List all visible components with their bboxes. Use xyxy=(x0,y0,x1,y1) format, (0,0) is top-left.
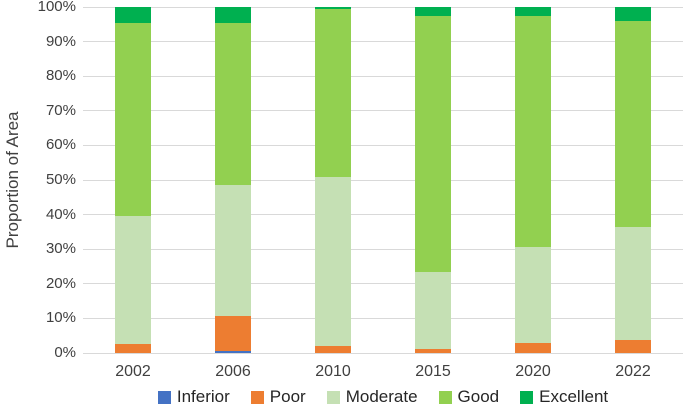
y-tick-label-20: 20% xyxy=(45,274,76,292)
bar-2002 xyxy=(115,7,151,353)
y-tick-label-50: 50% xyxy=(45,171,76,188)
legend-swatch-good xyxy=(438,390,452,404)
y-tick-label-10: 10% xyxy=(45,309,76,327)
legend-item-good: Good xyxy=(438,387,500,407)
gridline-100 xyxy=(83,6,683,8)
legend-label-poor: Poor xyxy=(269,387,306,406)
legend-swatch-inferior xyxy=(157,390,171,404)
segment-moderate-2006 xyxy=(215,184,251,316)
y-tick-label-80: 80% xyxy=(45,67,76,85)
segment-poor-2020 xyxy=(515,342,551,353)
legend-item-excellent: Excellent xyxy=(520,387,608,407)
legend-item-moderate: Moderate xyxy=(326,387,418,407)
legend-label-good: Good xyxy=(457,387,500,406)
legend-label-inferior: Inferior xyxy=(176,387,230,406)
gridline-50 xyxy=(83,179,683,181)
y-tick-label-60: 60% xyxy=(45,136,76,154)
segment-poor-2015 xyxy=(415,349,451,353)
legend-item-poor: Poor xyxy=(250,387,306,407)
bar-2010 xyxy=(315,7,351,353)
x-tick-label-2022: 2022 xyxy=(615,363,651,380)
x-tick-label-2010: 2010 xyxy=(315,363,351,380)
gridline-40 xyxy=(83,214,683,216)
gridline-0 xyxy=(83,352,683,354)
segment-poor-2010 xyxy=(315,345,351,353)
plot-area xyxy=(83,6,683,354)
segment-excellent-2006 xyxy=(215,7,251,24)
x-tick-label-2015: 2015 xyxy=(415,363,451,380)
y-tick-label-100: 100% xyxy=(37,0,76,15)
legend-swatch-moderate xyxy=(326,390,340,404)
segment-good-2006 xyxy=(215,23,251,185)
gridline-10 xyxy=(83,317,683,319)
segment-poor-2002 xyxy=(115,343,151,353)
y-tick-label-40: 40% xyxy=(45,205,76,223)
legend-item-inferior: Inferior xyxy=(157,387,230,407)
segment-good-2020 xyxy=(515,15,551,248)
legend-label-excellent: Excellent xyxy=(539,387,609,406)
y-tick-label-0: 0% xyxy=(54,344,76,361)
legend-swatch-excellent xyxy=(520,390,534,404)
bar-2006 xyxy=(215,7,251,353)
segment-good-2002 xyxy=(115,23,151,217)
segment-moderate-2015 xyxy=(415,271,451,350)
segment-inferior-2006 xyxy=(215,350,251,353)
x-tick-label-2002: 2002 xyxy=(115,363,151,380)
segment-good-2015 xyxy=(415,16,451,272)
segment-excellent-2002 xyxy=(115,7,151,24)
segment-excellent-2020 xyxy=(515,7,551,16)
segment-poor-2006 xyxy=(215,316,251,351)
gridline-90 xyxy=(83,41,683,43)
segment-excellent-2022 xyxy=(615,7,651,21)
x-tick-label-2020: 2020 xyxy=(515,363,551,380)
segment-good-2010 xyxy=(315,9,351,177)
segment-poor-2022 xyxy=(615,339,651,353)
gridline-60 xyxy=(83,144,683,146)
gridline-80 xyxy=(83,75,683,77)
y-tick-label-70: 70% xyxy=(45,101,76,119)
segment-excellent-2015 xyxy=(415,7,451,16)
segment-moderate-2022 xyxy=(615,227,651,340)
segment-moderate-2010 xyxy=(315,176,351,346)
legend-label-moderate: Moderate xyxy=(345,387,418,406)
gridline-20 xyxy=(83,283,683,285)
gridline-30 xyxy=(83,248,683,250)
bar-2015 xyxy=(415,7,451,353)
bar-2020 xyxy=(515,7,551,353)
segment-excellent-2010 xyxy=(315,7,351,10)
segment-good-2022 xyxy=(615,20,651,228)
legend-swatch-poor xyxy=(250,390,264,404)
y-tick-label-30: 30% xyxy=(45,240,76,258)
gridline-70 xyxy=(83,110,683,112)
segment-moderate-2002 xyxy=(115,216,151,344)
legend: Inferior Poor Moderate Good Excellent xyxy=(83,387,683,407)
bar-2022 xyxy=(615,7,651,353)
y-tick-label-90: 90% xyxy=(45,32,76,50)
x-tick-label-2006: 2006 xyxy=(215,363,251,380)
segment-moderate-2020 xyxy=(515,247,551,343)
